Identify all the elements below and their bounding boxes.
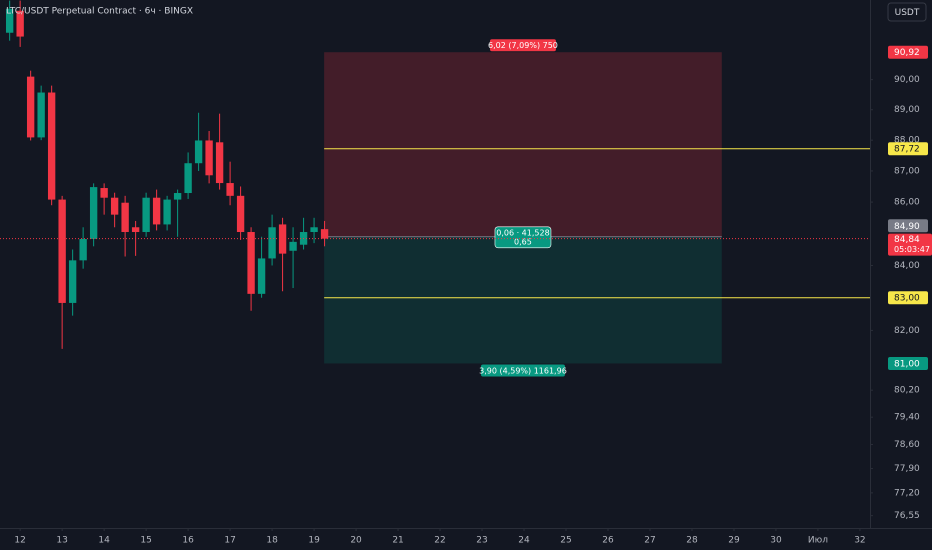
x-tick-label: Июл xyxy=(808,536,828,546)
x-tick-label: 32 xyxy=(854,536,865,546)
y-tick-label: 86,00 xyxy=(894,198,920,208)
candle-body xyxy=(289,241,297,251)
currency-button-label[interactable]: USDT xyxy=(895,8,920,18)
y-tick-label: 88,00 xyxy=(894,136,920,146)
candle-body xyxy=(320,229,329,239)
candle-body xyxy=(100,188,108,198)
y-tick-label: 78,60 xyxy=(894,440,920,450)
x-tick-label: 21 xyxy=(392,536,403,546)
y-tick-label: 90,00 xyxy=(894,75,920,85)
chart-title: LTC/USDT Perpetual Contract · 6ч · BINGX xyxy=(6,7,193,17)
candle-body xyxy=(68,260,77,303)
candle-body xyxy=(236,195,245,233)
candle-body xyxy=(79,238,87,261)
candle-body xyxy=(5,8,14,33)
x-tick-label: 22 xyxy=(434,536,445,546)
candle-body xyxy=(47,92,56,200)
x-tick-label: 13 xyxy=(56,536,67,546)
center-label-bg xyxy=(494,226,552,249)
stop-zone xyxy=(324,52,722,237)
y-tick-label: 87,00 xyxy=(894,166,920,176)
y-tick-label: 89,00 xyxy=(894,105,920,115)
x-tick-label: 29 xyxy=(728,536,740,546)
target-zone xyxy=(324,236,722,364)
candle-body xyxy=(173,193,182,200)
y-tick-label: 84,00 xyxy=(894,261,920,271)
candle-body xyxy=(37,92,45,138)
x-tick-label: 16 xyxy=(182,536,194,546)
stop-label-bg xyxy=(489,39,556,52)
x-tick-label: 15 xyxy=(140,536,151,546)
candle-body xyxy=(142,197,150,233)
y-tick-label: 77,20 xyxy=(894,488,920,498)
price-badge-label: 90,92 xyxy=(894,48,920,58)
candle-body xyxy=(16,10,24,37)
candle-body xyxy=(226,183,234,196)
candle-body xyxy=(194,140,203,164)
x-tick-label: 17 xyxy=(224,536,235,546)
price-badge xyxy=(888,142,928,156)
candle-body xyxy=(110,197,119,215)
lines-layer: 6,02 (7,09%) 750 3,90 (4,59%) 1161,96 0,06… xyxy=(0,39,870,377)
x-tick-label: 30 xyxy=(770,536,782,546)
x-tick-label: 12 xyxy=(14,536,25,546)
x-tick-label: 24 xyxy=(518,536,530,546)
candle-body xyxy=(58,199,66,303)
x-tick-label: 18 xyxy=(266,536,278,546)
center-label: 0,06 · 41,528 xyxy=(496,228,549,237)
x-tick-label: 19 xyxy=(308,536,320,546)
y-tick-label: 76,55 xyxy=(894,511,920,521)
x-tick-label: 28 xyxy=(686,536,698,546)
candle-body xyxy=(131,227,140,233)
price-badge-label: 81,00 xyxy=(894,359,920,369)
candle-body xyxy=(310,227,318,233)
candle-body xyxy=(247,232,255,294)
y-tick-label: 79,40 xyxy=(894,413,920,423)
current-price-label: 84,84 xyxy=(894,235,920,245)
position-layer xyxy=(324,52,722,364)
currency-button[interactable] xyxy=(887,2,927,22)
center-label: 0,65 xyxy=(514,237,532,246)
price-badge-label: 87,72 xyxy=(894,145,920,155)
price-badge xyxy=(888,291,928,305)
candle-body xyxy=(163,199,171,225)
candle-body xyxy=(26,76,35,138)
x-tick-label: 25 xyxy=(560,536,571,546)
x-tick-label: 27 xyxy=(644,536,655,546)
stop-label: 6,02 (7,09%) 750 xyxy=(488,41,558,50)
x-tick-label: 20 xyxy=(350,536,362,546)
x-tick-label: 14 xyxy=(98,536,110,546)
countdown-label: 05:03:47 xyxy=(894,245,930,254)
candle-body xyxy=(152,197,161,225)
candle-body xyxy=(215,142,224,184)
y-tick-label: 77,90 xyxy=(894,464,920,474)
candles-layer xyxy=(5,0,329,349)
price-badge xyxy=(888,45,928,59)
price-badge-label: 83,00 xyxy=(894,294,920,304)
current-price-badge xyxy=(888,233,932,256)
price-badge-label: 84,90 xyxy=(894,222,920,232)
target-label: 3,90 (4,59%) 1161,96 xyxy=(479,366,567,375)
candle-body xyxy=(257,258,266,294)
candle-body xyxy=(121,202,129,233)
y-tick-label: 80,20 xyxy=(894,386,920,396)
axis-layer: 76,55 77,20 77,90 78,60 79,40 80,20 82,00 84,00… xyxy=(14,45,932,546)
candle-body xyxy=(205,140,213,176)
candle-body xyxy=(89,187,98,239)
x-tick-label: 26 xyxy=(602,536,614,546)
candle-body xyxy=(184,163,192,194)
candle-body xyxy=(268,227,276,259)
x-tick-label: 23 xyxy=(476,536,487,546)
price-badge xyxy=(888,356,928,370)
price-badge xyxy=(888,219,928,233)
y-tick-label: 82,00 xyxy=(894,326,920,336)
target-label-bg xyxy=(480,364,565,377)
